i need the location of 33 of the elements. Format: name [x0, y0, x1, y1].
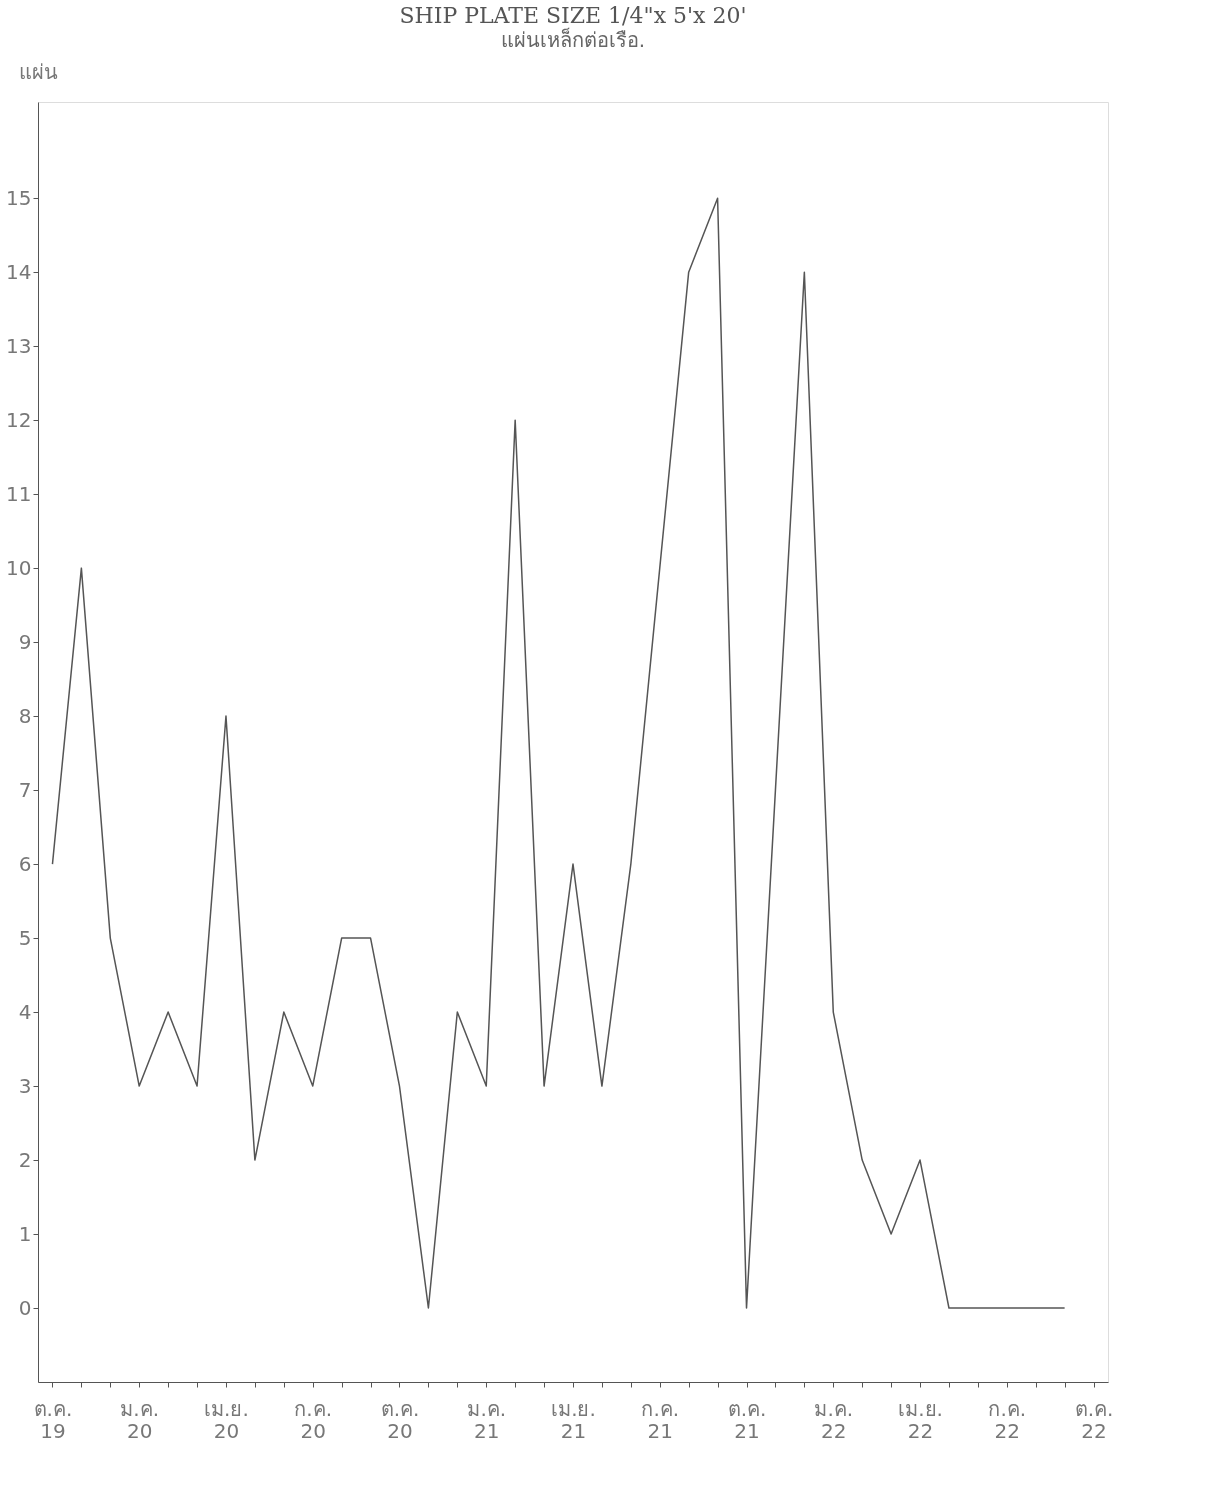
y-tick-label: 7	[18, 777, 32, 802]
x-tick-label: เม.ย. 22	[898, 1396, 943, 1443]
x-tick-label: ต.ค. 19	[33, 1396, 73, 1443]
x-tick-label: ม.ค. 20	[120, 1396, 160, 1443]
y-tick-label: 0	[18, 1295, 32, 1320]
x-tick-label: ก.ค. 21	[641, 1396, 680, 1443]
chart-subtitle: แผ่นเหล็กต่อเรือ.	[500, 27, 646, 52]
y-tick-label: 10	[6, 555, 32, 580]
y-tick-label: 4	[18, 999, 32, 1024]
y-tick-label: 2	[18, 1147, 32, 1172]
y-tick-label: 8	[18, 703, 32, 728]
x-tick-label: ต.ค. 21	[727, 1396, 767, 1443]
y-tick-label: 11	[6, 481, 32, 506]
x-tick-label: เม.ย. 20	[204, 1396, 249, 1443]
y-tick-label: 12	[6, 407, 32, 432]
y-tick-label: 13	[6, 333, 32, 358]
y-tick-label: 5	[18, 925, 32, 950]
x-tick-label: ต.ค. 22	[1074, 1396, 1114, 1443]
x-tick-label: เม.ย. 21	[551, 1396, 596, 1443]
x-tick-label: ม.ค. 21	[467, 1396, 507, 1443]
y-tick-label: 9	[18, 629, 32, 654]
x-tick-label: ม.ค. 22	[814, 1396, 854, 1443]
chart-title: SHIP PLATE SIZE 1/4"x 5'x 20'	[399, 3, 747, 28]
y-tick-label: 6	[18, 851, 32, 876]
y-tick-label: 14	[6, 259, 32, 284]
y-tick-label: 1	[18, 1221, 32, 1246]
y-tick-label: 3	[18, 1073, 32, 1098]
y-tick-label: 15	[6, 185, 32, 210]
x-tick-label: ต.ค. 20	[380, 1396, 420, 1443]
y-axis-title: แผ่น	[19, 59, 58, 84]
line-series	[51, 197, 1066, 1309]
x-tick-label: ก.ค. 20	[294, 1396, 333, 1443]
x-tick-label: ก.ค. 22	[988, 1396, 1027, 1443]
